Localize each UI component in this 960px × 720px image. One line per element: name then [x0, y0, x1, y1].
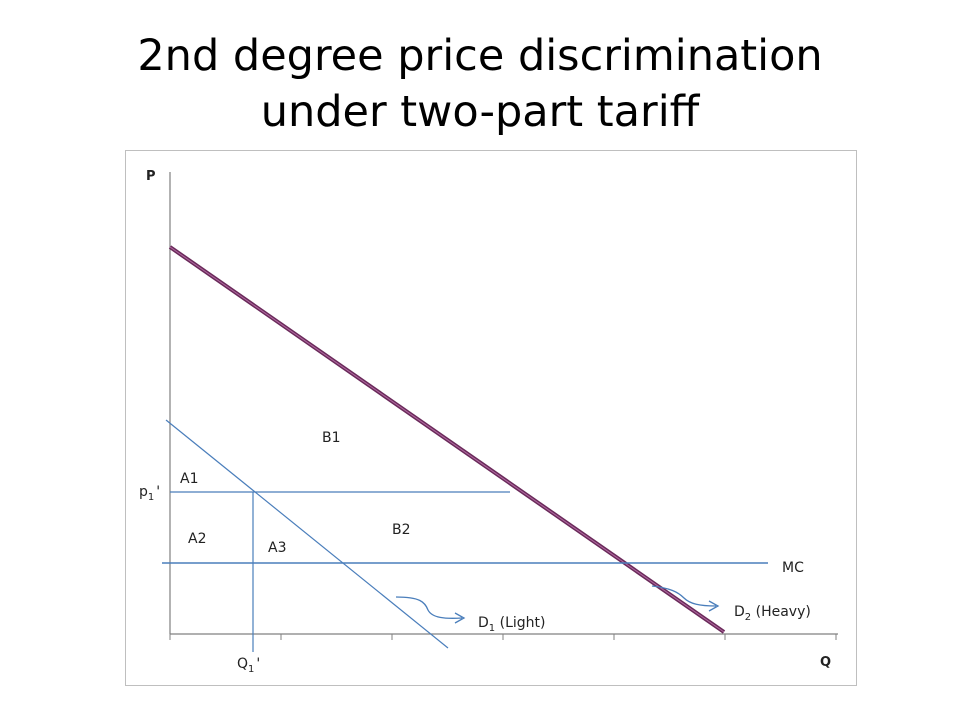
- region-a1-label: A1: [180, 471, 198, 487]
- slide-title: 2nd degree price discrimination under tw…: [0, 28, 960, 140]
- demand-heavy-line-highlight: [169, 246, 725, 633]
- region-b2-label: B2: [392, 522, 411, 538]
- slide-title-line-1: 2nd degree price discrimination: [137, 31, 823, 81]
- mc-label: MC: [782, 560, 804, 576]
- x-axis-ticks: [169, 634, 837, 640]
- diagram-frame: [125, 150, 857, 686]
- demand-light-arrowhead: [454, 612, 466, 624]
- demand-heavy-label: D2 (Heavy): [734, 604, 811, 623]
- x-axis-label: Q: [820, 655, 831, 670]
- demand-heavy-arrowhead: [708, 600, 720, 612]
- region-a2-label: A2: [188, 531, 206, 547]
- demand-light-arrow: [395, 596, 463, 619]
- region-a3-label: A3: [268, 540, 286, 556]
- demand-light-line: [165, 419, 449, 649]
- demand-light-label: D1 (Light): [478, 615, 545, 634]
- quantity-q1-label: Q1 ': [237, 656, 260, 675]
- slide-title-line-2: under two-part tariff: [260, 87, 700, 137]
- y-axis-label: P: [146, 169, 156, 184]
- region-b1-label: B1: [322, 430, 341, 446]
- demand-heavy-arrow: [651, 585, 717, 607]
- price-p1-label: p1 ': [139, 484, 160, 503]
